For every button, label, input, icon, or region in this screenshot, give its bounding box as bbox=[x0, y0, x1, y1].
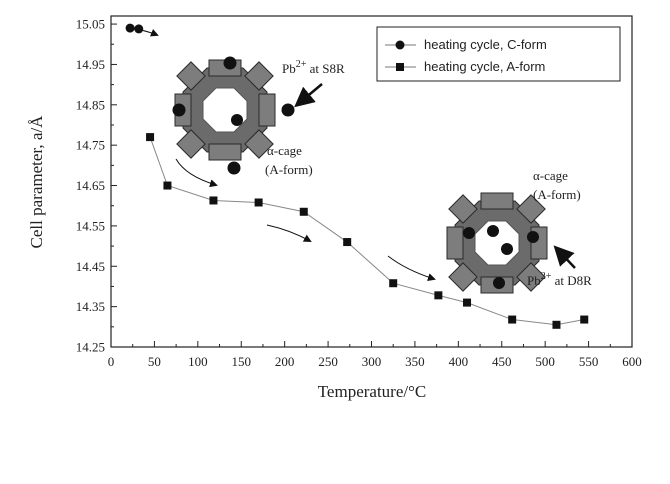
legend-item-a-form: heating cycle, A-form bbox=[385, 59, 545, 74]
y-tick-label: 14.95 bbox=[76, 57, 105, 72]
x-tick-label: 200 bbox=[275, 354, 295, 369]
point-a-form bbox=[463, 298, 472, 307]
x-tick-label: 150 bbox=[232, 354, 252, 369]
legend-item-c-form: heating cycle, C-form bbox=[385, 37, 547, 52]
point-c-form bbox=[134, 24, 144, 34]
series-a-form-points bbox=[146, 133, 589, 329]
x-tick-label: 50 bbox=[148, 354, 161, 369]
x-tick-label: 0 bbox=[108, 354, 115, 369]
ion-marker bbox=[463, 227, 475, 239]
point-a-form bbox=[254, 198, 263, 207]
annotation-alpha-cage-b-1: α-cage bbox=[533, 168, 568, 183]
annotation-alpha-cage-a-2: (A-form) bbox=[265, 162, 313, 177]
annotation-alpha-cage-a-1: α-cage bbox=[267, 143, 302, 158]
x-tick-label: 450 bbox=[492, 354, 512, 369]
y-tick-label: 15.05 bbox=[76, 17, 105, 32]
x-tick-label: 550 bbox=[579, 354, 599, 369]
x-tick-label: 600 bbox=[622, 354, 642, 369]
ion-marker bbox=[501, 243, 513, 255]
point-a-form bbox=[434, 291, 443, 300]
legend-label-a-form: heating cycle, A-form bbox=[424, 59, 545, 74]
arrow-pb-d8r bbox=[553, 245, 576, 269]
point-a-form bbox=[209, 196, 218, 205]
alpha-cage-illustration-b bbox=[446, 192, 548, 294]
ion-marker bbox=[281, 103, 295, 117]
legend-label-c-form: heating cycle, C-form bbox=[424, 37, 547, 52]
alpha-cage-illustration-a bbox=[172, 56, 295, 175]
x-tick-label: 300 bbox=[362, 354, 382, 369]
trend-arrow-1 bbox=[128, 27, 159, 37]
x-tick-label: 500 bbox=[535, 354, 555, 369]
trend-arrow-4 bbox=[387, 255, 436, 281]
x-tick-label: 350 bbox=[405, 354, 425, 369]
trend-arrow-2 bbox=[175, 158, 218, 188]
x-axis: 0 50 100 150 200 250 300 350 400 450 500 550 600 bbox=[108, 341, 642, 369]
y-tick-label: 14.65 bbox=[76, 178, 105, 193]
y-tick-label: 14.35 bbox=[76, 299, 105, 314]
point-a-form bbox=[580, 315, 589, 324]
point-a-form bbox=[163, 181, 172, 190]
ion-marker bbox=[493, 277, 505, 289]
x-tick-label: 400 bbox=[449, 354, 469, 369]
y-tick-label: 14.75 bbox=[76, 138, 105, 153]
annotation-pb-d8r: Pb2+ at D8R bbox=[527, 271, 592, 288]
y-tick-label: 14.45 bbox=[76, 259, 105, 274]
annotation-alpha-cage-b-2: (A-form) bbox=[533, 187, 581, 202]
legend-marker-square bbox=[396, 63, 404, 71]
legend-marker-circle bbox=[395, 40, 405, 50]
ion-marker bbox=[223, 56, 237, 70]
x-axis-label: Temperature/°C bbox=[318, 382, 427, 401]
x-tick-label: 250 bbox=[318, 354, 338, 369]
ion-marker bbox=[527, 231, 539, 243]
legend: heating cycle, C-form heating cycle, A-f… bbox=[376, 26, 621, 82]
point-a-form bbox=[552, 320, 561, 329]
series-a-form-line bbox=[149, 136, 585, 326]
ion-marker bbox=[227, 161, 241, 175]
ion-marker bbox=[487, 225, 499, 237]
point-a-form bbox=[146, 133, 155, 142]
ion-marker bbox=[172, 103, 186, 117]
annotation-pb-s8r: Pb2+ at S8R bbox=[282, 59, 345, 76]
y-axis: 14.25 14.35 14.45 14.55 14.65 14.75 14.85 14.95… bbox=[76, 17, 117, 355]
arrow-pb-s8r bbox=[294, 83, 323, 108]
point-a-form bbox=[389, 279, 398, 288]
x-tick-label: 100 bbox=[188, 354, 208, 369]
point-a-form bbox=[343, 238, 352, 247]
point-a-form bbox=[508, 315, 517, 324]
point-a-form bbox=[299, 207, 308, 216]
y-tick-label: 14.55 bbox=[76, 218, 105, 233]
y-axis-label: Cell parameter, a/Å bbox=[27, 115, 46, 249]
y-tick-label: 14.25 bbox=[76, 340, 105, 355]
ion-marker bbox=[231, 114, 243, 126]
y-tick-label: 14.85 bbox=[76, 97, 105, 112]
trend-arrow-3 bbox=[266, 224, 312, 242]
